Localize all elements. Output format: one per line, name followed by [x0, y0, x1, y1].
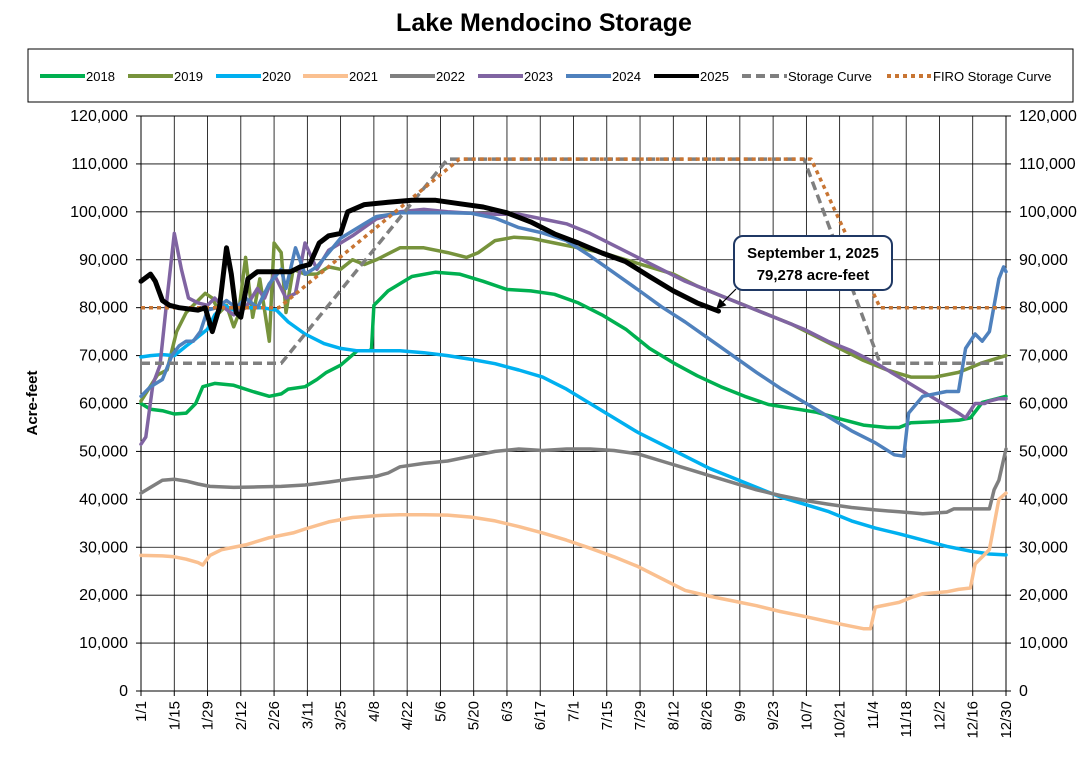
x-tick-label: 2/12: [233, 701, 250, 730]
legend-label: 2018: [86, 69, 115, 84]
y-tick-label: 50,000: [79, 443, 128, 460]
y-tick-label-right: 120,000: [1019, 108, 1077, 125]
series-line-2018: [139, 270, 1008, 430]
y-tick-label: 90,000: [79, 252, 128, 269]
series-line-2024: [139, 211, 1008, 458]
y-tick-label-right: 70,000: [1019, 348, 1068, 365]
callout-box: [733, 235, 893, 291]
legend-label: 2025: [700, 69, 729, 84]
x-tick-label: 3/11: [299, 701, 316, 729]
y-tick-label: 60,000: [79, 396, 128, 413]
series-line-2025: [138, 197, 721, 335]
y-tick-label-right: 50,000: [1019, 443, 1068, 460]
y-tick-label: 100,000: [70, 204, 128, 221]
y-tick-label: 20,000: [79, 587, 128, 604]
x-tick-label: 4/8: [366, 701, 383, 722]
x-axis: 1/1 1/15 1/29 2/12 2/26 3/11 3/25 4/8 4/22 5/6 5/2…: [133, 691, 1015, 739]
plot-area: 0 10,000 20,000 30,000 40,000 50,000 60,000 70,…: [70, 108, 1077, 739]
series-line-2022: [139, 447, 1008, 516]
chart-title: Lake Mendocino Storage: [396, 9, 692, 37]
y-tick-label-right: 20,000: [1019, 587, 1068, 604]
x-tick-label: 10/21: [832, 701, 849, 739]
x-tick-label: 2/26: [266, 701, 283, 730]
x-tick-label: 4/22: [399, 701, 416, 730]
y-tick-label-right: 0: [1019, 683, 1028, 700]
x-tick-label: 8/12: [665, 701, 682, 730]
legend-label: FIRO Storage Curve: [933, 69, 1052, 84]
y-tick-label: 10,000: [79, 635, 128, 652]
callout-value: 79,278 acre-feet: [757, 267, 870, 284]
y-tick-label: 110,000: [71, 156, 128, 173]
legend-label: 2023: [524, 69, 553, 84]
x-tick-label: 5/6: [432, 701, 449, 722]
legend-label: 2021: [349, 69, 378, 84]
y-tick-label-right: 100,000: [1019, 204, 1077, 221]
y-tick-label-right: 60,000: [1019, 396, 1068, 413]
x-tick-label: 1/15: [166, 701, 183, 730]
annotation-callout: September 1, 2025 79,278 acre-feet: [716, 235, 893, 309]
x-tick-label: 12/2: [931, 701, 948, 730]
legend-label: 2024: [612, 69, 641, 84]
y-tick-label-right: 80,000: [1019, 300, 1068, 317]
y-tick-label: 80,000: [79, 300, 128, 317]
y-tick-label-right: 30,000: [1019, 539, 1068, 556]
x-tick-label: 9/9: [732, 701, 749, 722]
callout-arrow: [716, 288, 737, 309]
y-tick-label-right: 40,000: [1019, 491, 1068, 508]
legend-label: 2022: [436, 69, 465, 84]
y-tick-label: 40,000: [79, 491, 128, 508]
x-tick-label: 6/3: [499, 701, 516, 722]
y-axis-left: 0 10,000 20,000 30,000 40,000 50,000 60,000 70,…: [70, 108, 141, 700]
y-tick-label-right: 110,000: [1019, 156, 1076, 173]
series-line-2021: [139, 491, 1008, 631]
x-tick-label: 7/1: [566, 701, 583, 722]
y-tick-label-right: 10,000: [1019, 635, 1068, 652]
y-tick-label-right: 90,000: [1019, 252, 1068, 269]
y-axis-right: 0 10,000 20,000 30,000 40,000 50,000 60,000 70,…: [1006, 108, 1077, 700]
y-tick-label: 70,000: [79, 348, 128, 365]
series-lines: [138, 157, 1008, 631]
x-tick-label: 1/29: [200, 701, 217, 730]
x-tick-label: 7/15: [599, 701, 616, 730]
x-tick-label: 10/7: [798, 701, 815, 730]
x-tick-label: 12/16: [965, 701, 982, 739]
legend-label: Storage Curve: [788, 69, 872, 84]
callout-date: September 1, 2025: [747, 245, 879, 262]
x-tick-label: 1/1: [133, 701, 150, 722]
legend-label: 2020: [262, 69, 291, 84]
x-tick-label: 5/20: [466, 701, 483, 730]
x-tick-label: 9/23: [765, 701, 782, 730]
x-tick-label: 3/25: [333, 701, 350, 730]
y-tick-label: 30,000: [79, 539, 128, 556]
series-line-firo-storage-curve: [141, 157, 1006, 310]
x-tick-label: 11/4: [865, 701, 882, 729]
y-tick-label: 0: [119, 683, 128, 700]
y-axis-label: Acre-feet: [24, 370, 41, 435]
x-tick-label: 8/26: [699, 701, 716, 730]
legend: 2018 2019 2020 2021 2022 2023 2024 2025 Storage …: [27, 48, 1074, 103]
x-tick-label: 6/17: [532, 701, 549, 730]
y-tick-label: 120,000: [70, 108, 128, 125]
x-tick-label: 12/30: [998, 701, 1015, 739]
x-tick-label: 7/29: [632, 701, 649, 730]
legend-label: 2019: [174, 69, 203, 84]
x-tick-label: 11/18: [898, 701, 915, 737]
